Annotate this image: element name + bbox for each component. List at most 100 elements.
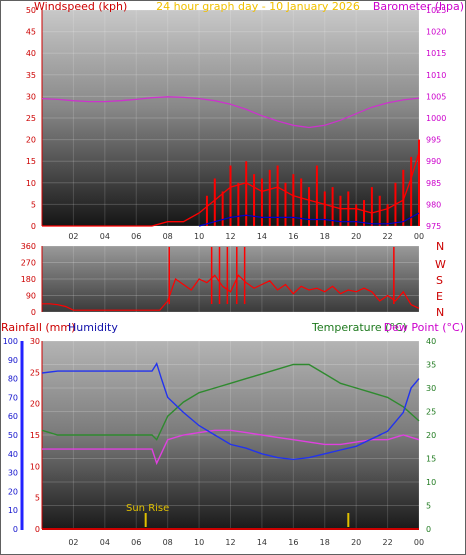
sunrise-label: Sun Rise: [126, 503, 169, 514]
dir-tick-label: 90: [26, 292, 36, 301]
direction-plot-area: [42, 246, 419, 312]
temp-x-tick-label: 06: [131, 538, 141, 547]
wind-x-tick-label: 18: [320, 232, 330, 241]
dir-tick-label: 360: [21, 242, 36, 251]
dir-label-w: W: [435, 258, 446, 271]
humidity-tick-label: 40: [8, 450, 18, 459]
wind-left-tick-label: 35: [26, 71, 36, 80]
baro-right-tick-label: 975: [426, 222, 441, 231]
humidity-tick-label: 60: [8, 412, 18, 421]
temp-tick-label: 5: [426, 502, 431, 511]
wind-left-tick-label: 25: [26, 114, 36, 123]
wind-x-tick-label: 08: [163, 232, 173, 241]
wind-x-tick-label: 06: [131, 232, 141, 241]
temp-x-tick-label: 12: [225, 538, 235, 547]
wind-x-tick-label: 22: [382, 232, 392, 241]
temp-tick-label: 20: [426, 431, 436, 440]
temp-tick-label: 10: [426, 478, 436, 487]
baro-right-tick-label: 985: [426, 179, 441, 188]
temp-tick-label: 30: [426, 384, 436, 393]
rain-tick-label: 5: [35, 494, 40, 503]
dir-tick-label: 180: [21, 275, 36, 284]
wind-left-tick-label: 50: [26, 6, 36, 15]
temp-x-tick-label: 20: [351, 538, 361, 547]
wind-left-tick-label: 20: [26, 136, 36, 145]
temp-x-tick-label: 16: [288, 538, 298, 547]
wind-left-tick-label: 45: [26, 28, 36, 37]
humidity-tick-label: 90: [8, 356, 18, 365]
avg-wind-line: [198, 212, 420, 227]
temp-x-tick-label: 04: [100, 538, 110, 547]
barometer-line: [41, 96, 420, 129]
wind-x-tick-label: 12: [225, 232, 235, 241]
humidity-axis-title: Humidity: [68, 321, 118, 334]
wind-left-tick-label: 40: [26, 49, 36, 58]
dewpoint-axis-title: Dew Point (°C): [384, 321, 464, 334]
rain-tick-label: 30: [30, 337, 40, 346]
temp-x-tick-label: 22: [382, 538, 392, 547]
temp-x-tick-label: 14: [257, 538, 267, 547]
rainfall-axis-title: Rainfall (mm): [1, 321, 75, 334]
wind-left-tick-label: 15: [26, 157, 36, 166]
dir-label-n-top: N: [436, 240, 444, 253]
axis-labels: 0510152025303540455097598098599099510001…: [3, 6, 447, 547]
dir-label-s: S: [436, 274, 443, 287]
rain-tick-label: 25: [30, 368, 40, 377]
humidity-tick-label: 80: [8, 375, 18, 384]
temperature-axis-title: Temperature (°C): [311, 321, 407, 334]
wind-x-tick-label: 02: [68, 232, 78, 241]
temp-tick-label: 35: [426, 361, 436, 370]
windspeed-line: [42, 152, 420, 227]
baro-right-tick-label: 1015: [426, 49, 446, 58]
temp-tick-label: 25: [426, 408, 436, 417]
grid-lines: [20, 9, 420, 530]
wind-x-tick-label: 04: [100, 232, 110, 241]
rain-tick-label: 0: [35, 525, 40, 534]
baro-right-tick-label: 990: [426, 157, 441, 166]
humidity-tick-label: 30: [8, 469, 18, 478]
wind-x-tick-label: 10: [194, 232, 204, 241]
wind-x-tick-label: 16: [288, 232, 298, 241]
temp-x-tick-label: 00: [414, 538, 424, 547]
temp-x-tick-label: 08: [163, 538, 173, 547]
wind-left-tick-label: 30: [26, 92, 36, 101]
temp-x-tick-label: 02: [68, 538, 78, 547]
temp-x-tick-label: 18: [320, 538, 330, 547]
humidity-tick-label: 100: [3, 337, 18, 346]
humidity-tick-label: 70: [8, 393, 18, 402]
humidity-tick-label: 10: [8, 506, 18, 515]
temp-tick-label: 15: [426, 455, 436, 464]
barometer-axis-title: Barometer (hpa): [373, 0, 464, 13]
wind-x-tick-label: 20: [351, 232, 361, 241]
humidity-line: [41, 361, 420, 461]
dir-label-e: E: [436, 290, 443, 303]
chart-title: 24 hour graph day - 10 January 2026: [156, 0, 360, 13]
baro-right-tick-label: 1000: [426, 114, 446, 123]
baro-right-tick-label: 1020: [426, 28, 446, 37]
temp-x-tick-label: 10: [194, 538, 204, 547]
dir-tick-label: 270: [21, 259, 36, 268]
dir-label-n-bottom: N: [436, 306, 444, 319]
humidity-tick-label: 50: [8, 431, 18, 440]
wind-x-tick-label: 00: [414, 232, 424, 241]
dewpoint-line: [42, 429, 420, 466]
baro-right-tick-label: 1010: [426, 71, 446, 80]
wind-left-tick-label: 0: [31, 222, 36, 231]
humidity-tick-label: 20: [8, 487, 18, 496]
chart-marks: [41, 96, 420, 530]
wind-left-tick-label: 10: [26, 179, 36, 188]
rain-tick-label: 20: [30, 400, 40, 409]
dir-tick-label: 0: [31, 308, 36, 317]
baro-right-tick-label: 980: [426, 200, 441, 209]
wind-direction-line: [42, 274, 420, 311]
wind-left-tick-label: 5: [31, 200, 36, 209]
baro-right-tick-label: 1025: [426, 6, 446, 15]
baro-right-tick-label: 1005: [426, 92, 446, 101]
wind-x-tick-label: 14: [257, 232, 267, 241]
temperature-line: [41, 363, 420, 441]
temp-tick-label: 0: [426, 525, 431, 534]
baro-right-tick-label: 995: [426, 136, 441, 145]
rain-tick-label: 10: [30, 462, 40, 471]
